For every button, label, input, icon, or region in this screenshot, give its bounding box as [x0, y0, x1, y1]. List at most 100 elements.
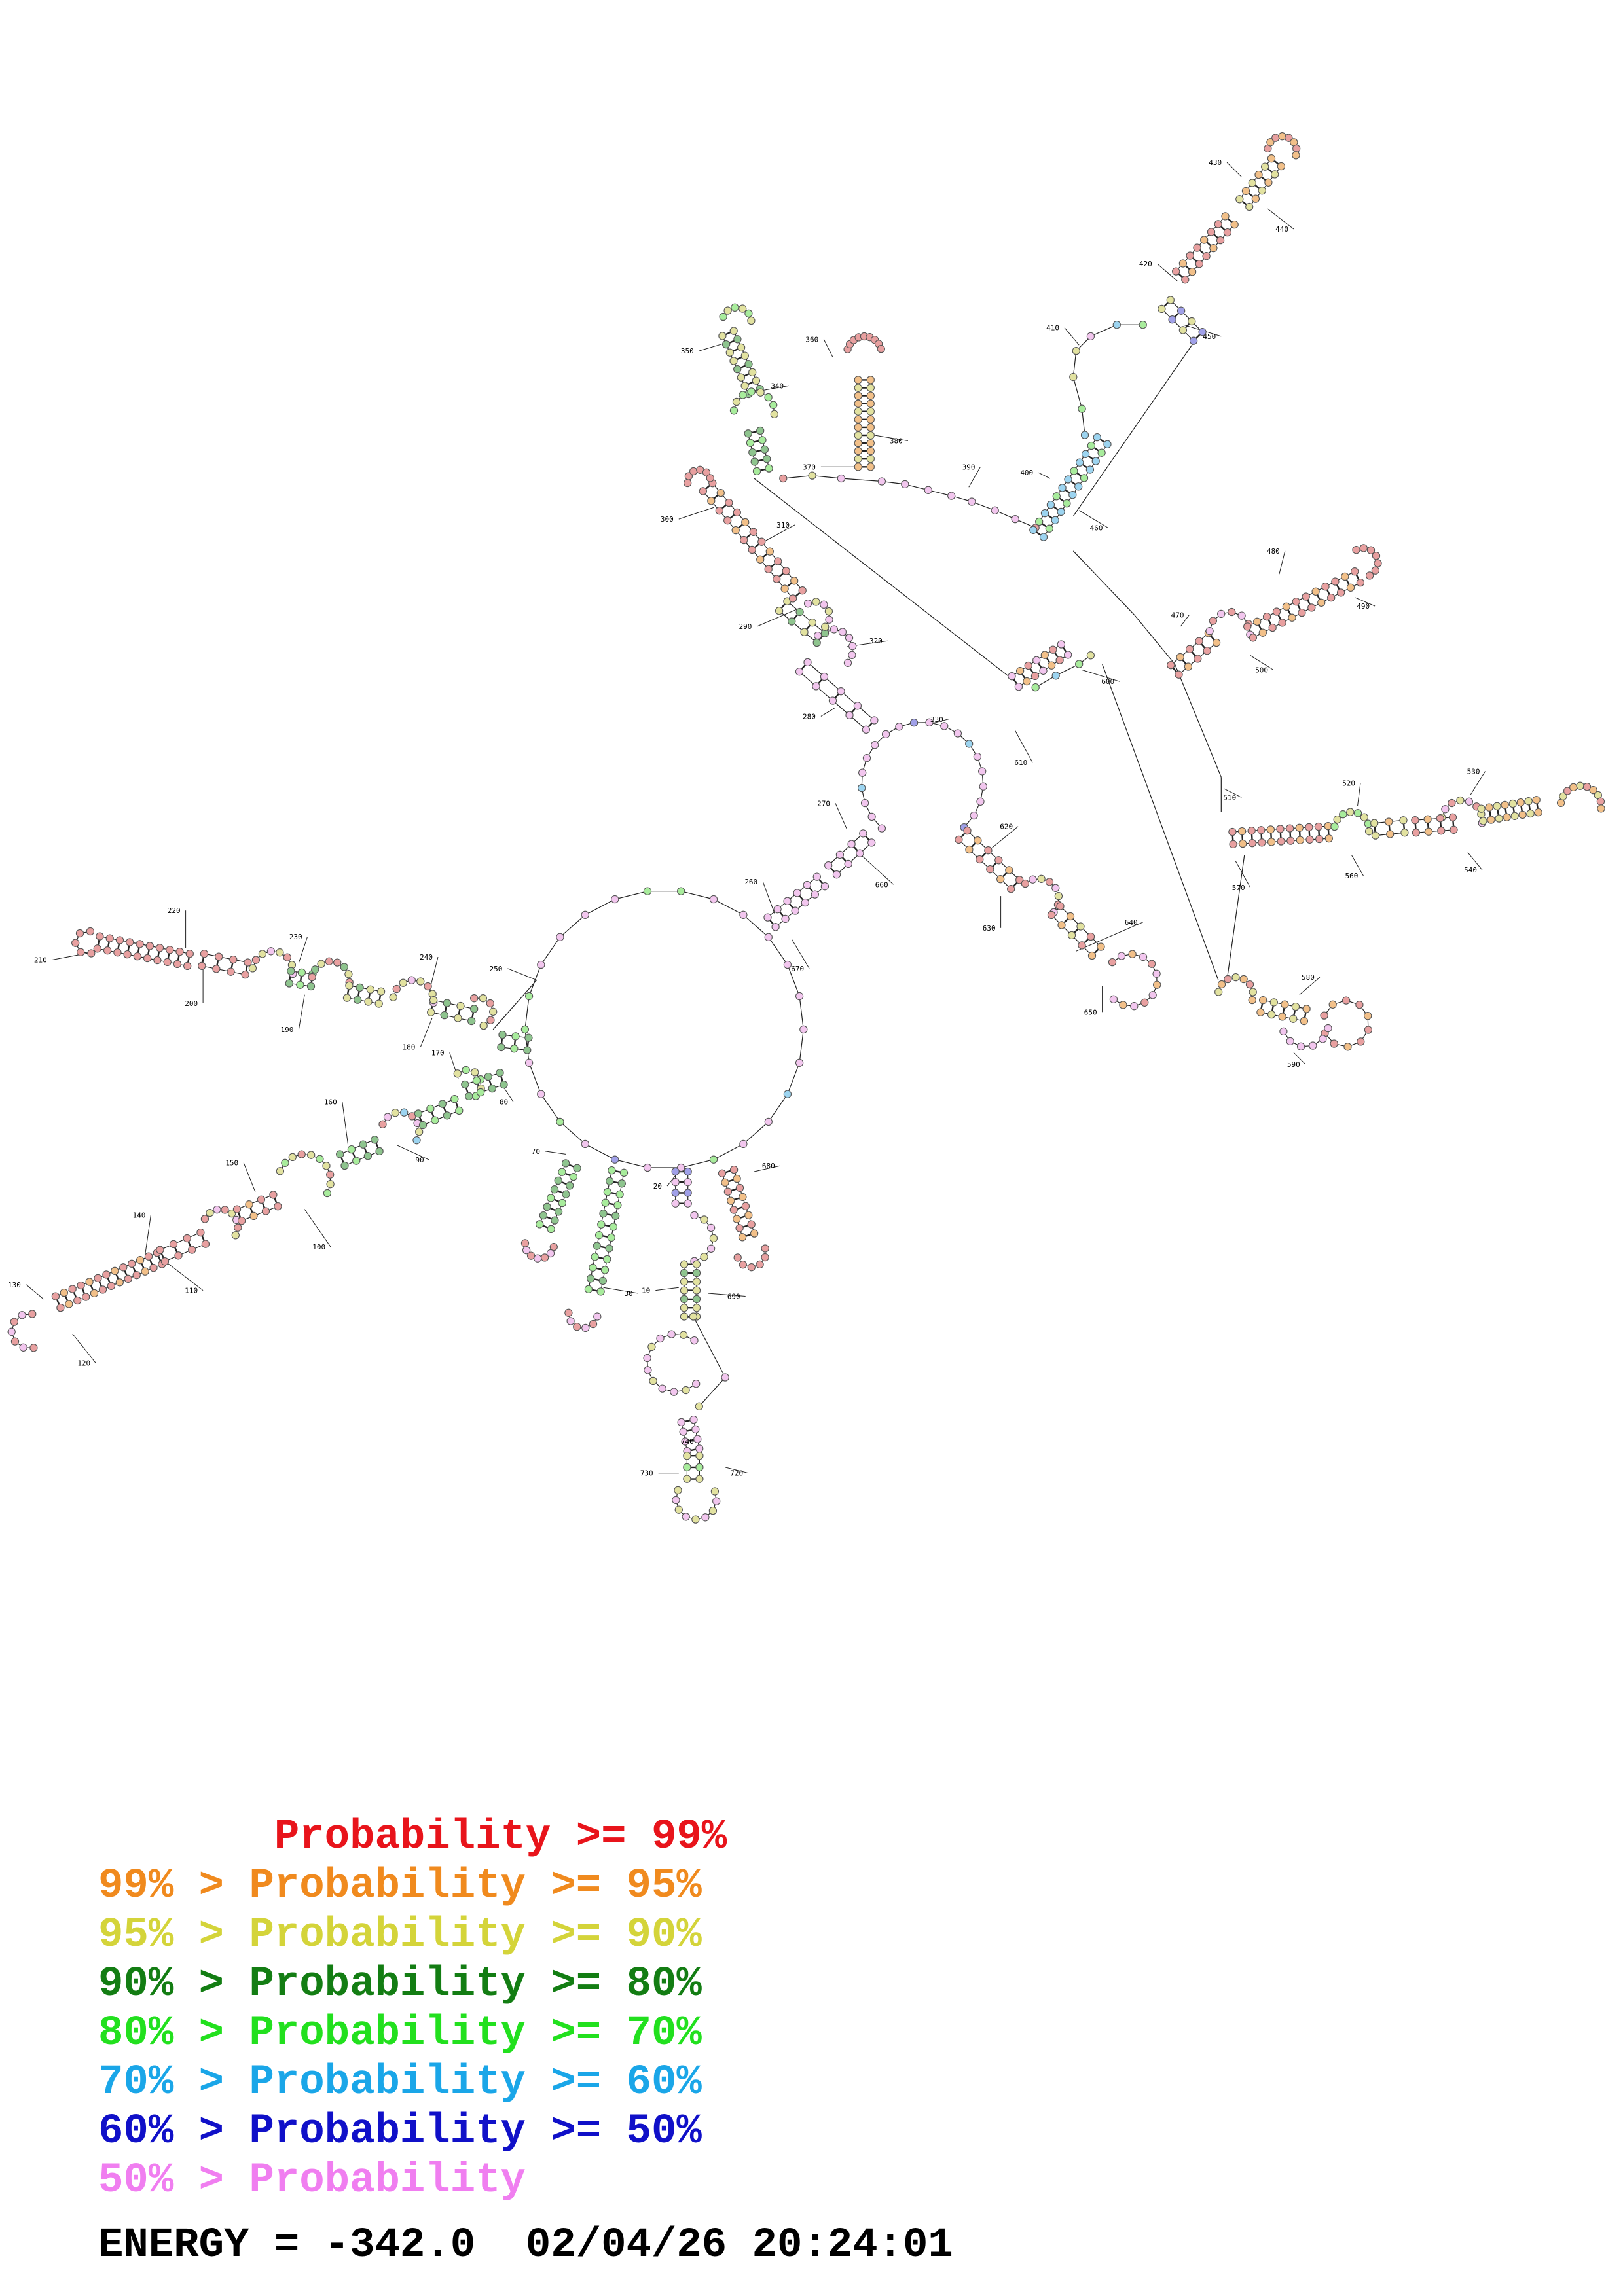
- nucleotide: [769, 401, 778, 409]
- nucleotide: [799, 1025, 808, 1034]
- nucleotide: [739, 1139, 748, 1149]
- nucleotide: [1276, 825, 1285, 833]
- nucleotide: [598, 1276, 607, 1285]
- nucleotide: [965, 740, 974, 748]
- nucleotide: [1140, 998, 1149, 1007]
- nucleotide: [1286, 824, 1294, 833]
- nucleotide: [144, 1252, 153, 1261]
- nucleotide: [1181, 276, 1190, 284]
- backbone-segment: [560, 914, 586, 938]
- nucleotide: [561, 1159, 570, 1168]
- position-label: 390: [962, 463, 976, 471]
- position-label: 420: [1139, 260, 1152, 268]
- label-tick: [792, 939, 810, 969]
- nucleotide: [456, 1001, 465, 1011]
- nucleotide: [1152, 969, 1161, 978]
- nucleotide: [308, 973, 316, 982]
- nucleotide: [994, 856, 1003, 865]
- label-tick: [298, 994, 305, 1030]
- nucleotide: [160, 1257, 170, 1266]
- nucleotide: [781, 914, 790, 924]
- nucleotide: [227, 967, 235, 976]
- nucleotide: [866, 407, 875, 416]
- backbone-segment: [799, 1029, 804, 1063]
- nucleotide: [1597, 804, 1605, 813]
- nucleotide: [695, 1452, 704, 1460]
- nucleotide: [617, 1179, 626, 1188]
- label-tick: [545, 1151, 566, 1155]
- nucleotide: [581, 910, 589, 919]
- nucleotide: [725, 348, 734, 357]
- legend-entry-95: 99% > Probability >= 95%: [98, 1863, 702, 1910]
- nucleotide: [1007, 885, 1015, 893]
- nucleotide: [1317, 598, 1326, 607]
- nucleotide: [391, 1109, 399, 1117]
- nucleotide: [276, 948, 284, 957]
- position-label: 160: [324, 1098, 337, 1107]
- backbone-segment: [615, 1159, 648, 1168]
- nucleotide: [1067, 931, 1076, 940]
- nucleotide: [526, 1251, 536, 1260]
- nucleotide: [1245, 202, 1254, 211]
- nucleotide: [1321, 583, 1330, 591]
- label-tick: [873, 435, 908, 441]
- position-label: 230: [289, 933, 302, 941]
- timestamp: 02/04/26 20:24:01: [525, 2222, 953, 2269]
- nucleotide: [1045, 878, 1054, 886]
- nucleotide: [128, 1259, 136, 1268]
- nucleotide: [1364, 1012, 1372, 1020]
- nucleotide: [679, 1427, 687, 1436]
- nucleotide: [709, 1155, 718, 1164]
- nucleotide: [115, 936, 124, 944]
- nucleotide: [344, 970, 353, 978]
- nucleotide: [1078, 941, 1086, 950]
- nucleotide: [316, 1155, 324, 1163]
- nucleotide: [729, 1165, 739, 1174]
- nucleotide: [524, 1033, 533, 1042]
- nucleotide: [175, 948, 184, 956]
- nucleotide: [854, 423, 862, 432]
- nucleotide: [1175, 670, 1183, 679]
- nucleotide: [1209, 617, 1217, 625]
- nucleotide: [132, 1271, 141, 1280]
- position-label: 470: [1171, 611, 1184, 619]
- nucleotide: [690, 1336, 699, 1345]
- backbone-segment: [713, 1143, 744, 1160]
- nucleotide: [1239, 975, 1248, 984]
- nucleotide: [115, 1278, 124, 1287]
- nucleotide: [603, 1255, 611, 1264]
- nucleotide: [229, 955, 238, 964]
- nucleotide: [399, 978, 407, 987]
- nucleotide: [1014, 683, 1023, 691]
- nucleotide: [1385, 817, 1393, 826]
- backbone-segment: [754, 478, 1016, 682]
- nucleotide: [556, 1117, 564, 1126]
- nucleotide: [770, 410, 778, 418]
- label-tick: [507, 968, 537, 980]
- nucleotide: [1289, 1014, 1298, 1023]
- nucleotide: [1278, 1013, 1286, 1021]
- nucleotide: [765, 464, 773, 473]
- position-label: 720: [730, 1469, 743, 1478]
- label-tick: [1351, 855, 1364, 876]
- nucleotide: [979, 782, 987, 791]
- label-tick: [1076, 922, 1143, 952]
- nucleotide: [1032, 656, 1041, 664]
- nucleotide: [830, 625, 839, 634]
- nucleotide: [1262, 612, 1271, 621]
- nucleotide: [124, 1274, 132, 1283]
- nucleotide: [1189, 336, 1198, 345]
- nucleotide: [1185, 645, 1194, 653]
- nucleotide: [692, 1278, 701, 1286]
- nucleotide: [856, 849, 864, 857]
- nucleotide: [1085, 465, 1095, 474]
- nucleotide: [1249, 988, 1257, 996]
- nucleotide: [1399, 816, 1408, 825]
- nucleotide: [234, 1223, 242, 1232]
- nucleotide: [1351, 567, 1359, 576]
- nucleotide: [756, 1260, 764, 1269]
- nucleotide: [1324, 1024, 1332, 1033]
- nucleotide: [795, 992, 804, 1001]
- nucleotide: [1158, 304, 1166, 314]
- nucleotide: [1355, 1001, 1364, 1009]
